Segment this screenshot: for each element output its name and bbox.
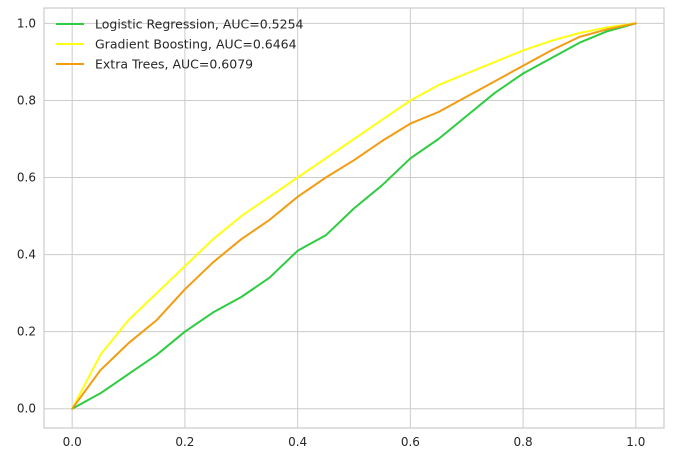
series-line-logistic-regression [71, 22, 637, 410]
x-tick-label: 0.4 [288, 435, 307, 449]
legend-label: Logistic Regression, AUC=0.5254 [95, 17, 304, 32]
legend-label: Extra Trees, AUC=0.6079 [95, 57, 253, 72]
y-tick-label: 0.0 [17, 402, 36, 416]
plot-area [43, 7, 665, 429]
series-line-gradient-boosting [71, 22, 637, 410]
x-tick-label: 1.0 [626, 435, 645, 449]
y-tick-label: 0.4 [17, 248, 36, 262]
y-tick-label: 1.0 [17, 16, 36, 30]
x-tick-label: 0.2 [175, 435, 194, 449]
grid [44, 8, 664, 428]
y-tick-label: 0.2 [17, 325, 36, 339]
x-axis-ticks: 0.0 0.2 0.4 0.6 0.8 1.0 [63, 435, 646, 449]
series-line-extra-trees [71, 22, 637, 410]
series-lines [71, 22, 637, 410]
x-tick-label: 0.6 [401, 435, 420, 449]
x-tick-label: 0.0 [63, 435, 82, 449]
x-tick-label: 0.8 [514, 435, 533, 449]
y-tick-label: 0.6 [17, 171, 36, 185]
legend: Logistic Regression, AUC=0.5254 Gradient … [56, 17, 304, 72]
y-axis-ticks: 0.0 0.2 0.4 0.6 0.8 1.0 [17, 16, 36, 415]
y-tick-label: 0.8 [17, 93, 36, 107]
legend-label: Gradient Boosting, AUC=0.6464 [95, 37, 297, 52]
